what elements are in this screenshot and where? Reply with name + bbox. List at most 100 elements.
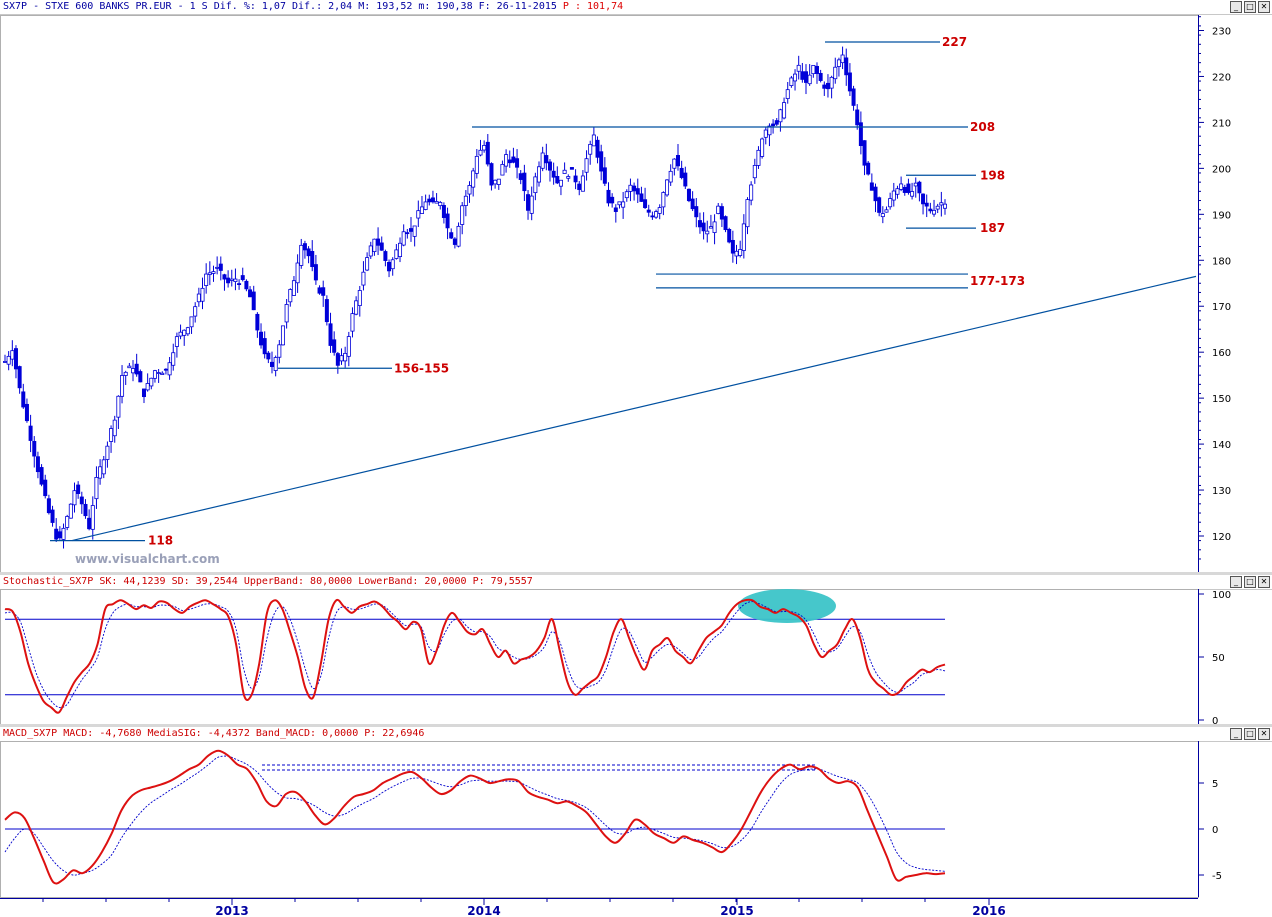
candle-body: [240, 275, 245, 281]
candle-body: [485, 141, 490, 165]
candle-body: [756, 149, 761, 166]
candle-body: [796, 64, 801, 72]
minimize-button[interactable]: _: [1230, 1, 1242, 13]
maximize-button[interactable]: □: [1244, 728, 1256, 740]
candle-body: [855, 109, 860, 126]
candle-body: [639, 193, 644, 202]
candle-body: [24, 403, 29, 422]
candle-body: [116, 395, 121, 418]
candle-body: [924, 202, 929, 207]
candle-body: [599, 151, 604, 172]
candle-body: [160, 372, 165, 375]
close-button[interactable]: ✕: [1258, 1, 1270, 13]
candle-body: [50, 509, 55, 523]
candle-body: [302, 243, 307, 251]
candle-body: [445, 213, 450, 229]
candle-body: [643, 199, 648, 209]
candle-body: [515, 158, 520, 168]
candle-body: [204, 273, 209, 286]
candle-body: [749, 184, 754, 201]
candle-body: [65, 516, 70, 528]
candle-body: [584, 158, 589, 173]
candle-body: [405, 232, 410, 235]
candle-body: [398, 242, 403, 257]
candle-body: [628, 184, 633, 192]
candle-body: [690, 198, 695, 210]
candle-body: [357, 290, 362, 306]
candle-body: [321, 287, 326, 296]
candle-body: [526, 194, 531, 211]
candle-body: [573, 175, 578, 183]
maximize-button[interactable]: □: [1244, 1, 1256, 13]
level-label: 156-155: [394, 361, 449, 375]
candle-body: [408, 228, 413, 232]
price-panel-titlebar: SX7P - STXE 600 BANKS PR.EUR - 1 S Dif. …: [0, 0, 1272, 15]
highlight-ellipse: [738, 589, 836, 623]
panel-separator: [0, 724, 1272, 727]
candle-body: [668, 170, 673, 183]
candle-body: [178, 331, 183, 337]
candle-body: [785, 89, 790, 99]
candle-body: [120, 375, 125, 397]
candle-body: [767, 125, 772, 136]
stochastic-sk-line: [4, 598, 946, 714]
minimize-button[interactable]: _: [1230, 728, 1242, 740]
candle-body: [434, 201, 439, 204]
candle-body: [328, 323, 333, 346]
y-tick-label: 170: [1212, 302, 1231, 313]
candle-body: [182, 329, 187, 336]
y-tick-label: 130: [1212, 486, 1231, 497]
candle-body: [507, 159, 512, 164]
candle-body: [193, 306, 198, 317]
candle-body: [621, 201, 626, 208]
candle-body: [482, 145, 487, 151]
candle-body: [551, 170, 556, 178]
candle-body: [727, 228, 732, 243]
candle-body: [540, 152, 545, 169]
close-button[interactable]: ✕: [1258, 728, 1270, 740]
candle-body: [54, 528, 59, 540]
candle-body: [840, 54, 845, 64]
candle-body: [237, 283, 242, 285]
candle-body: [654, 211, 659, 218]
candle-body: [412, 225, 417, 237]
x-tick-label: 2016: [972, 904, 1005, 917]
candle-body: [79, 496, 84, 505]
x-tick-label: 2014: [467, 904, 500, 917]
candle-body: [741, 223, 746, 251]
candle-body: [156, 372, 161, 374]
candle-body: [288, 289, 293, 303]
candle-body: [939, 202, 944, 206]
y-tick-label: 100: [1212, 590, 1231, 601]
x-tick-label: 2015: [720, 904, 753, 917]
candle-body: [712, 221, 717, 233]
close-button[interactable]: ✕: [1258, 576, 1270, 588]
candle-body: [350, 313, 355, 332]
level-label: 198: [980, 168, 1005, 182]
candle-body: [804, 71, 809, 83]
candle-body: [935, 205, 940, 210]
candle-body: [496, 178, 501, 185]
candle-body: [716, 205, 721, 214]
candle-body: [537, 166, 542, 183]
candle-body: [46, 498, 51, 514]
candle-body: [635, 188, 640, 195]
candle-body: [310, 251, 315, 268]
candle-body: [547, 161, 552, 171]
candle-body: [244, 280, 249, 290]
candle-body: [632, 185, 637, 192]
candle-body: [518, 173, 523, 180]
candle-body: [577, 183, 582, 190]
candle-body: [811, 64, 816, 75]
candle-body: [829, 76, 834, 89]
stochastic-sd-line: [4, 601, 946, 709]
y-tick-label: 150: [1212, 394, 1231, 405]
maximize-button[interactable]: □: [1244, 576, 1256, 588]
candle-body: [774, 120, 779, 125]
minimize-button[interactable]: _: [1230, 576, 1242, 588]
candle-body: [317, 287, 322, 294]
candle-body: [101, 459, 106, 475]
candle-body: [595, 139, 600, 158]
candle-body: [218, 263, 223, 271]
trendline: [71, 275, 1197, 542]
